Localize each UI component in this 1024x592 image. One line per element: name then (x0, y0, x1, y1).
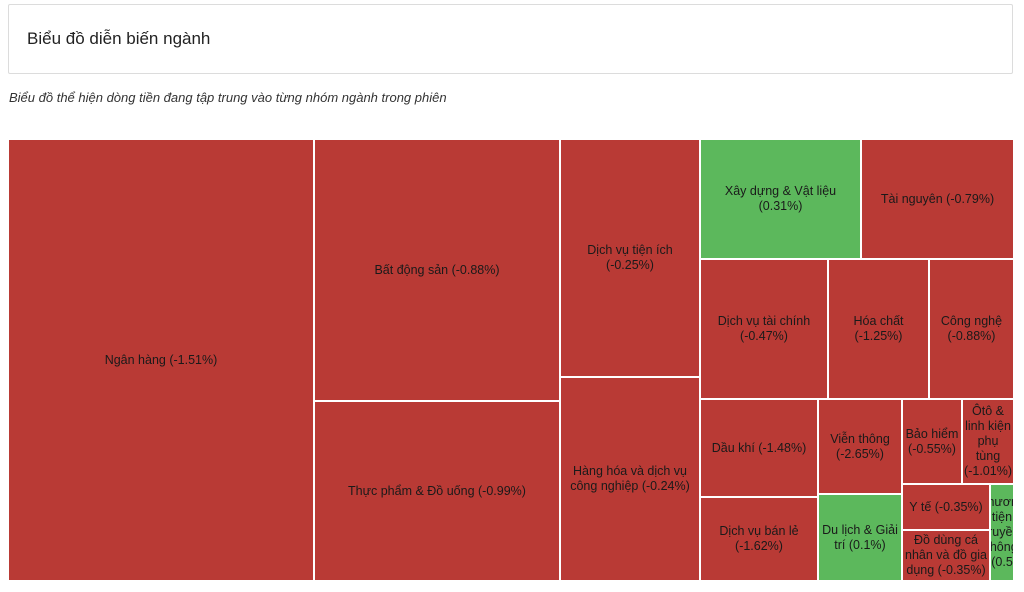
treemap-tile[interactable]: Xây dựng & Vật liệu (0.31%) (700, 139, 861, 259)
treemap-tile-label: Thực phẩm & Đồ uống (-0.99%) (348, 483, 526, 498)
treemap-tile[interactable]: Y tế (-0.35%) (902, 484, 990, 530)
treemap-tile-label: Hóa chất (-1.25%) (853, 314, 904, 343)
treemap-tile-label: Hàng hóa và dịch vụ công nghiệp (-0.24%) (570, 464, 690, 493)
treemap-tile-label: Dịch vụ tài chính (-0.47%) (717, 314, 811, 343)
treemap-tile[interactable]: Thực phẩm & Đồ uống (-0.99%) (314, 401, 560, 581)
treemap-tile[interactable]: Viễn thông (-2.65%) (818, 399, 902, 494)
treemap-tile[interactable]: Hàng hóa và dịch vụ công nghiệp (-0.24%) (560, 377, 700, 581)
treemap-tile[interactable]: Dịch vụ tài chính (-0.47%) (700, 259, 828, 399)
treemap-tile-label: Công nghệ (-0.88%) (940, 314, 1003, 343)
treemap-tile[interactable]: Dịch vụ tiện ích (-0.25%) (560, 139, 700, 377)
treemap-tile-label: Phương tiện truyền thông (0.5 (990, 495, 1013, 569)
treemap-tile-label: Tài nguyên (-0.79%) (880, 191, 995, 206)
treemap-tile-label: Xây dựng & Vật liệu (0.31%) (724, 184, 837, 213)
treemap-tile[interactable]: Phương tiện truyền thông (0.5 (990, 484, 1014, 581)
treemap-tile-label: Du lịch & Giải trí (0.1%) (822, 522, 898, 552)
chart-title: Biểu đồ diễn biến ngành (27, 29, 211, 48)
chart-description: Biểu đồ thể hiện dòng tiền đang tập trun… (9, 90, 447, 105)
chart-header-card: Biểu đồ diễn biến ngành (8, 4, 1013, 74)
treemap-tile-label: Viễn thông (-2.65%) (830, 431, 890, 461)
treemap-tile[interactable]: Du lịch & Giải trí (0.1%) (818, 494, 902, 581)
treemap-tile-label: Dịch vụ bán lẻ (-1.62%) (719, 524, 799, 553)
treemap-tile-label: Dịch vụ tiện ích (-0.25%) (587, 243, 673, 272)
treemap-tile[interactable]: Bất động sản (-0.88%) (314, 139, 560, 401)
sector-treemap: Ngân hàng (-1.51%) Bất động sản (-0.88%) T… (8, 139, 1014, 581)
treemap-tile[interactable]: Ngân hàng (-1.51%) (8, 139, 314, 581)
treemap-tile-label: Y tế (-0.35%) (909, 499, 983, 514)
treemap-tile[interactable]: Hóa chất (-1.25%) (828, 259, 929, 399)
treemap-tile[interactable]: Đồ dùng cá nhân và đồ gia dụng (-0.35%) (902, 530, 990, 581)
treemap-tile-label: Ngân hàng (-1.51%) (104, 352, 218, 367)
treemap-tile[interactable]: Công nghệ (-0.88%) (929, 259, 1014, 399)
treemap-tile-label: Dầu khí (-1.48%) (711, 440, 807, 455)
treemap-tile-label: Đồ dùng cá nhân và đồ gia dụng (-0.35%) (905, 533, 988, 577)
treemap-tile-label: Ôtô & linh kiện phụ tùng (-1.01%) (964, 404, 1012, 478)
treemap-tile[interactable]: Dầu khí (-1.48%) (700, 399, 818, 497)
treemap-tile[interactable]: Dịch vụ bán lẻ (-1.62%) (700, 497, 818, 581)
treemap-tile-label: Bảo hiểm (-0.55%) (905, 426, 959, 456)
treemap-tile[interactable]: Bảo hiểm (-0.55%) (902, 399, 962, 484)
treemap-tile[interactable]: Ôtô & linh kiện phụ tùng (-1.01%) (962, 399, 1014, 484)
treemap-tile[interactable]: Tài nguyên (-0.79%) (861, 139, 1014, 259)
treemap-tile-label: Bất động sản (-0.88%) (374, 262, 500, 277)
